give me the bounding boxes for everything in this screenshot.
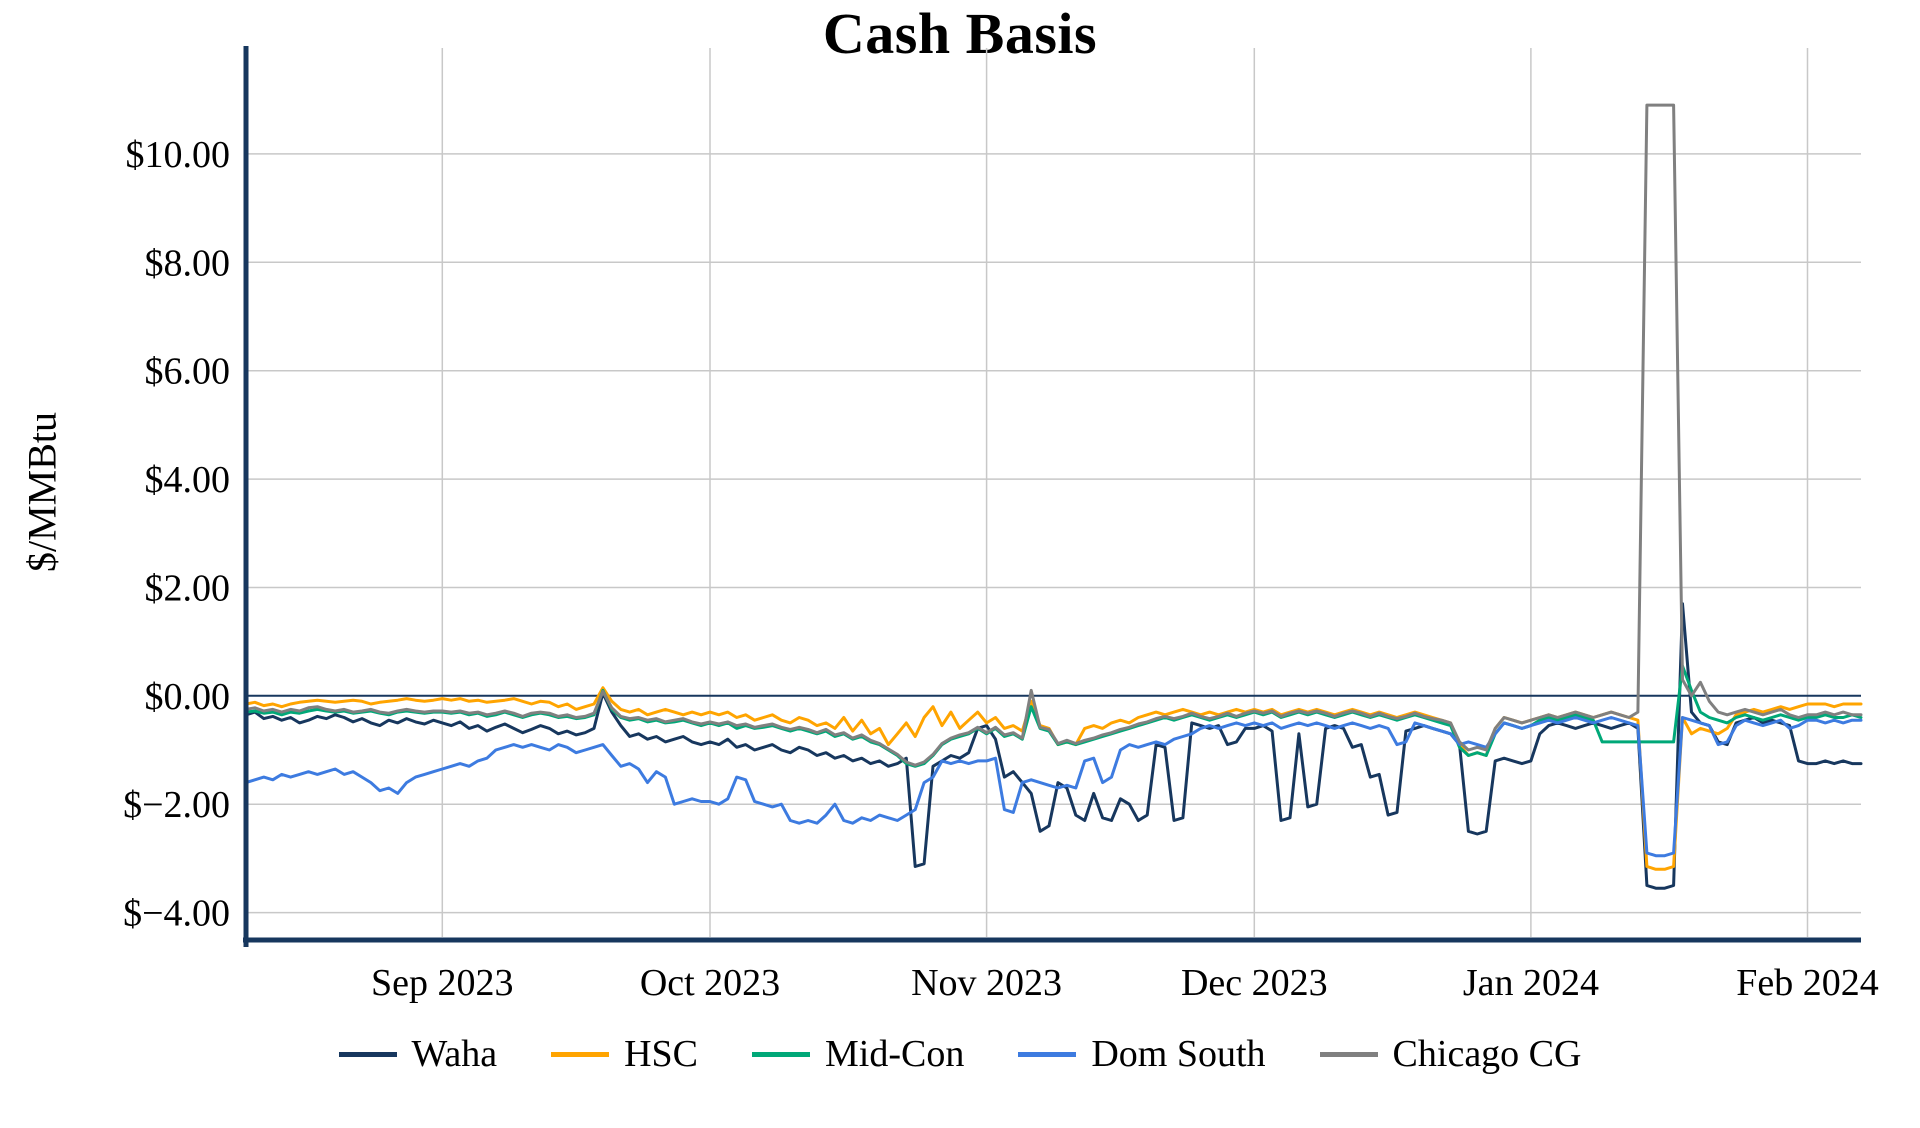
x-tick-label: Feb 2024	[1736, 962, 1879, 1004]
legend: Waha HSC Mid-Con Dom South Chicago CG	[0, 1032, 1920, 1076]
legend-label-mid-con: Mid-Con	[824, 1033, 965, 1075]
legend-swatch-hsc	[551, 1051, 610, 1057]
x-tick-label: Oct 2023	[640, 962, 780, 1004]
y-tick-label: $6.00	[145, 351, 231, 393]
y-tick-label: $−2.00	[123, 784, 230, 826]
legend-label-hsc: HSC	[624, 1033, 698, 1075]
legend-item-waha: Waha	[338, 1032, 498, 1076]
series-line-mid-con	[244, 664, 1863, 768]
legend-item-hsc: HSC	[551, 1032, 698, 1076]
legend-swatch-chicago-cg	[1319, 1051, 1378, 1057]
chart-title: Cash Basis	[822, 1, 1098, 66]
series-line-chicago-cg	[244, 103, 1863, 767]
legend-swatch-dom-south	[1018, 1051, 1077, 1057]
y-tick-label: $2.00	[145, 568, 231, 610]
series-line-waha	[244, 602, 1863, 890]
x-tick-label: Sep 2023	[371, 962, 514, 1004]
legend-item-mid-con: Mid-Con	[751, 1032, 965, 1076]
y-tick-label: $−4.00	[123, 893, 230, 935]
x-tick-label: Dec 2023	[1181, 962, 1328, 1004]
legend-item-dom-south: Dom South	[1018, 1032, 1266, 1076]
legend-label-waha: Waha	[411, 1033, 498, 1075]
legend-label-chicago-cg: Chicago CG	[1392, 1033, 1582, 1075]
plot-area: $−4.00 $−2.00 $0.00 $2.00 $4.00 $6.00 $8.00 $10…	[123, 46, 1879, 1004]
x-tick-label: Nov 2023	[911, 962, 1062, 1004]
y-tick-label: $0.00	[145, 676, 231, 718]
series-line-dom-south	[244, 716, 1863, 858]
y-tick-label: $10.00	[126, 134, 231, 176]
legend-swatch-waha	[338, 1051, 397, 1057]
legend-swatch-mid-con	[751, 1051, 810, 1057]
x-tick-label: Jan 2024	[1463, 962, 1599, 1004]
y-tick-label: $8.00	[145, 242, 231, 284]
y-tick-label: $4.00	[145, 459, 231, 501]
legend-item-chicago-cg: Chicago CG	[1319, 1032, 1582, 1076]
legend-label-dom-south: Dom South	[1091, 1033, 1266, 1075]
